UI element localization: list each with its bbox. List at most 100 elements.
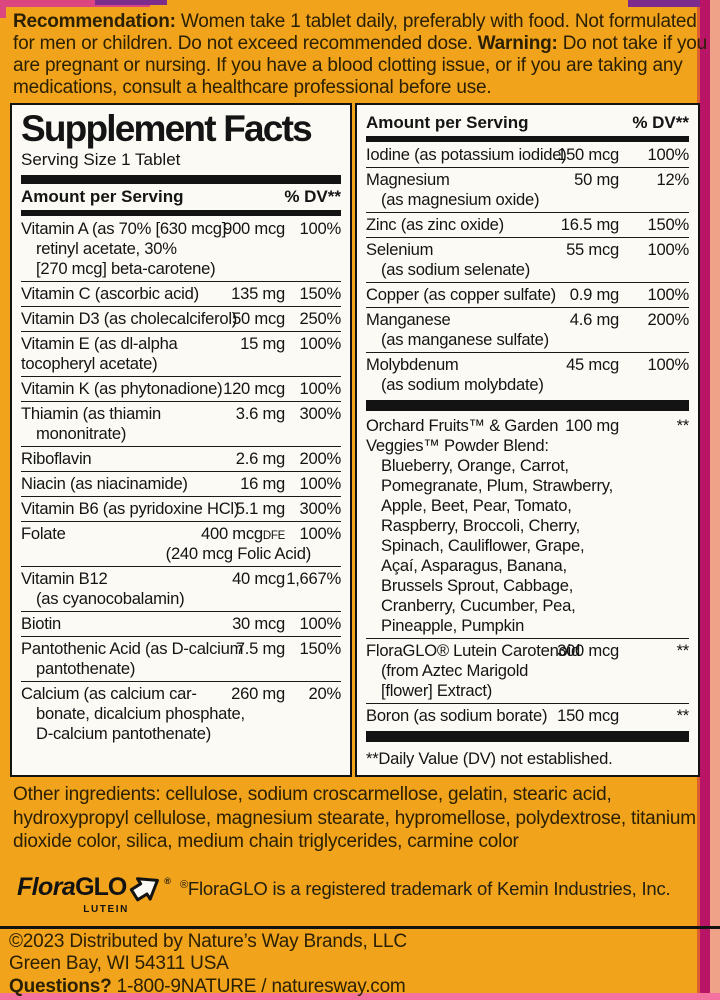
nutrient-amount: 4.6 mg <box>569 310 619 329</box>
nutrient-amount: 400 mcgDFE <box>200 524 285 544</box>
nutrient-amount: 3.6 mg <box>235 404 285 424</box>
floraglo-logo: Flora GLO ® LUTEIN <box>17 868 171 916</box>
nutrient-name: Selenium <box>366 240 434 259</box>
nutrient-row: Vitamin E (as dl-alpha 15 mg 100% tocophery… <box>21 331 341 376</box>
footer-divider-line <box>0 926 720 929</box>
divider-bar <box>366 136 689 142</box>
nutrient-dv: 100% <box>299 524 342 544</box>
amount-unit-suffix: DFE <box>262 530 285 543</box>
nutrient-dv: 300% <box>299 499 342 519</box>
nutrient-name-cont: (from Aztec Marigold <box>381 661 529 680</box>
nutrient-row: FloraGLO® Lutein Carotenoid 300 mcg ** (fro… <box>366 638 689 703</box>
nutrient-name-cont: Açaí, Asparagus, Banana, <box>381 556 567 575</box>
nutrient-name: Vitamin A (as 70% [630 mcg] <box>21 219 227 239</box>
package-edge-top-purple-right <box>628 0 700 7</box>
nutrient-name-cont: Cranberry, Cucumber, Pea, <box>381 596 576 615</box>
nutrient-name: Boron (as sodium borate) <box>366 706 548 725</box>
nutrient-name-cont: [270 mcg] beta-carotene) <box>36 259 216 279</box>
nutrient-amount: 900 mcg <box>223 219 285 239</box>
nutrient-name-cont: (as magnesium oxide) <box>381 190 540 209</box>
nutrient-dv: 100% <box>299 614 342 634</box>
other-ingredients-text: Other ingredients: cellulose, sodium cro… <box>13 784 696 852</box>
nutrient-name: Vitamin B6 (as pyridoxine HCl) <box>21 499 240 519</box>
nutrient-row: Copper (as copper sulfate) 0.9 mg 100% <box>366 282 689 307</box>
nutrient-name-cont: Veggies™ Powder Blend: <box>366 436 549 455</box>
nutrient-name-cont: Raspberry, Broccoli, Cherry, <box>381 516 580 535</box>
nutrient-amount: 5.1 mg <box>235 499 285 519</box>
nutrient-dv: 150% <box>647 215 690 234</box>
nutrient-amount-note: (240 mcg Folic Acid) <box>165 544 312 564</box>
nutrient-dv: 100% <box>299 219 342 239</box>
nutrient-name: Vitamin C (ascorbic acid) <box>21 284 199 304</box>
copyright-line: ©2023 Distributed by Nature’s Way Brands… <box>9 931 407 952</box>
nutrient-amount: 120 mcg <box>223 379 285 399</box>
nutrient-row: Manganese 4.6 mg 200% (as manganese sulfate… <box>366 307 689 352</box>
nutrient-dv: 100% <box>647 240 690 259</box>
floraglo-logo-flora: Flora <box>17 873 76 901</box>
column-header-dv: % DV** <box>284 187 341 207</box>
nutrient-amount: 260 mg <box>231 684 285 704</box>
nutrient-amount: 50 mg <box>574 170 619 189</box>
nutrient-row: Magnesium 50 mg 12% (as magnesium oxide) <box>366 167 689 212</box>
nutrient-name: Calcium (as calcium car- <box>21 684 197 704</box>
column-header-row: Amount per Serving % DV** <box>366 110 689 136</box>
questions-line: Questions? 1-800-9NATURE / naturesway.co… <box>9 976 407 998</box>
nutrient-row: Pantothenic Acid (as D-calcium 7.5 mg 150%… <box>21 636 341 681</box>
package-edge-magenta <box>700 0 710 1000</box>
nutrient-name-cont: pantothenate) <box>36 659 136 679</box>
supplement-facts-panel-left: Supplement Facts Serving Size 1 Tablet A… <box>10 103 352 777</box>
package-edge-top-pink <box>0 0 150 7</box>
package-edge-peach <box>710 0 720 1000</box>
serving-size: Serving Size 1 Tablet <box>21 150 181 170</box>
questions-label: Questions? <box>9 975 112 997</box>
nutrient-row: Vitamin C (ascorbic acid) 135 mg 150% <box>21 281 341 306</box>
nutrient-row: Riboflavin 2.6 mg 200% <box>21 446 341 471</box>
nutrient-row: Orchard Fruits™ & Garden 100 mg ** Veggies™… <box>366 414 689 638</box>
nutrient-row: Folate 400 mcgDFE 100% (240 mcg Folic Acid) <box>21 521 341 566</box>
nutrient-dv: 100% <box>647 285 690 304</box>
panel-title: Supplement Facts <box>21 108 313 149</box>
nutrient-name-cont: (as sodium molybdate) <box>381 375 544 394</box>
nutrient-amount: 45 mcg <box>566 355 619 374</box>
nutrient-row: Vitamin B12 40 mcg 1,667% (as cyanocobalami… <box>21 566 341 611</box>
nutrient-amount: 2.6 mg <box>235 449 285 469</box>
nutrient-dv: 20% <box>308 684 342 704</box>
nutrient-amount: 150 mcg <box>557 145 619 164</box>
nutrient-amount: 16.5 mg <box>560 215 619 234</box>
nutrient-name: Riboflavin <box>21 449 92 469</box>
nutrient-amount: 0.9 mg <box>569 285 619 304</box>
dv-footnote: **Daily Value (DV) not established. <box>366 749 613 768</box>
nutrient-name-cont: [flower] Extract) <box>381 681 493 700</box>
nutrient-dv: 200% <box>647 310 690 329</box>
nutrient-amount: 55 mcg <box>566 240 619 259</box>
nutrient-name-cont: Blueberry, Orange, Carrot, <box>381 456 569 475</box>
nutrient-name-cont: Pomegranate, Plum, Strawberry, <box>381 476 613 495</box>
nutrient-row: Vitamin B6 (as pyridoxine HCl) 5.1 mg 300% <box>21 496 341 521</box>
section-divider-bar <box>366 731 689 742</box>
recommendation-bold-label: Warning: <box>477 33 558 54</box>
nutrient-dv: 100% <box>647 355 690 374</box>
nutrient-amount: 150 mcg <box>557 706 619 725</box>
nutrient-name: Vitamin B12 <box>21 569 108 589</box>
nutrient-name-cont: (as manganese sulfate) <box>381 330 549 349</box>
nutrient-dv: 100% <box>299 334 342 354</box>
nutrient-dv: 200% <box>299 449 342 469</box>
nutrient-row: Vitamin A (as 70% [630 mcg] 900 mcg 100% re… <box>21 217 341 281</box>
nutrient-name-cont: bonate, dicalcium phosphate, <box>36 704 245 724</box>
divider-bar <box>21 175 341 185</box>
nutrient-name-cont: Apple, Beet, Pear, Tomato, <box>381 496 572 515</box>
section-divider-bar <box>366 400 689 411</box>
registered-mark: ® <box>164 876 171 886</box>
nutrient-row: Molybdenum 45 mcg 100% (as sodium molybdate… <box>366 352 689 397</box>
nutrient-rows-right: Iodine (as potassium iodide) 150 mcg 100% M… <box>366 143 689 742</box>
nutrient-amount: 15 mg <box>240 334 285 354</box>
package-edge-bottom-pink <box>0 993 720 1000</box>
nutrient-row: Niacin (as niacinamide) 16 mg 100% <box>21 471 341 496</box>
nutrient-name-cont: D-calcium pantothenate) <box>36 724 212 744</box>
nutrient-dv: ** <box>676 641 690 660</box>
supplement-facts-panel-right: Amount per Serving % DV** Iodine (as pot… <box>355 103 700 777</box>
nutrient-row: Vitamin D3 (as cholecalciferol) 50 mcg 250… <box>21 306 341 331</box>
nutrient-amount: 300 mcg <box>557 641 619 660</box>
nutrient-name: Folate <box>21 524 66 544</box>
nutrient-rows-left: Vitamin A (as 70% [630 mcg] 900 mcg 100% re… <box>21 217 341 746</box>
